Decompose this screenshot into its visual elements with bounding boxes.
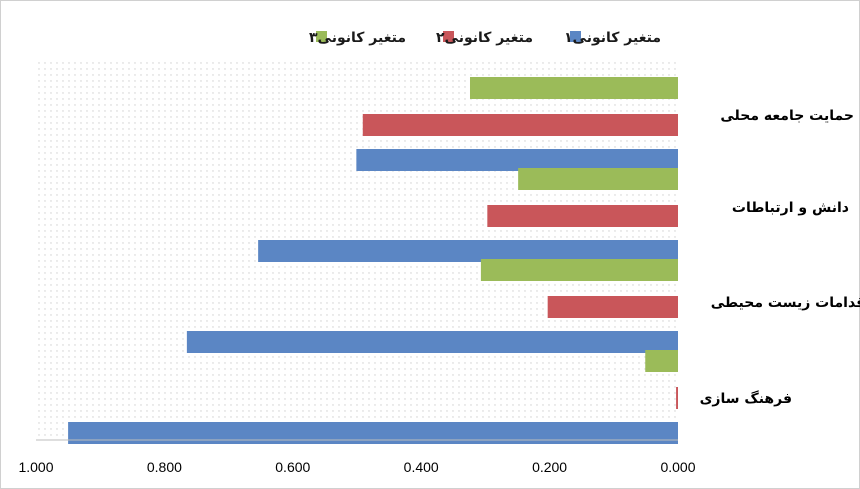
- category-label-3: اقدامات زیست محیطی: [711, 295, 860, 311]
- legend-swatch-1: [570, 31, 581, 42]
- bar-3-series-2: [547, 296, 678, 318]
- bar-1-series-2: [362, 114, 678, 136]
- bar-2-series-2: [487, 205, 678, 227]
- x-tick-label: 0.200: [532, 459, 567, 475]
- bar-2-series-3: [518, 168, 678, 190]
- x-tick-label: 0.600: [275, 459, 310, 475]
- x-tick-label: 1.000: [18, 459, 53, 475]
- x-tick-label: 0.400: [404, 459, 439, 475]
- legend-label-3: متغیر کانونی۳: [309, 30, 406, 46]
- category-label-1: حمایت جامعه محلی: [720, 108, 854, 124]
- x-tick-label: 0.000: [660, 459, 695, 475]
- x-tick-label: 0.800: [147, 459, 182, 475]
- bar-3-series-1: [186, 331, 678, 353]
- legend-swatch-2: [443, 31, 454, 42]
- bar-1-series-3: [469, 77, 678, 99]
- legend-label-1: متغیر کانونی۱: [564, 30, 661, 46]
- category-label-2: دانش و ارتباطات: [732, 200, 849, 216]
- category-label-4: فرهنگ سازی: [700, 390, 792, 407]
- bar-4-series-1: [68, 422, 679, 444]
- legend-label-2: متغیر کانونی۲: [436, 30, 533, 46]
- legend-swatch-3: [316, 31, 327, 42]
- bar-1-series-1: [356, 149, 678, 171]
- bar-2-series-1: [258, 240, 678, 262]
- bar-4-series-2: [676, 387, 678, 409]
- bar-3-series-3: [480, 259, 678, 281]
- bar-4-series-3: [645, 350, 678, 372]
